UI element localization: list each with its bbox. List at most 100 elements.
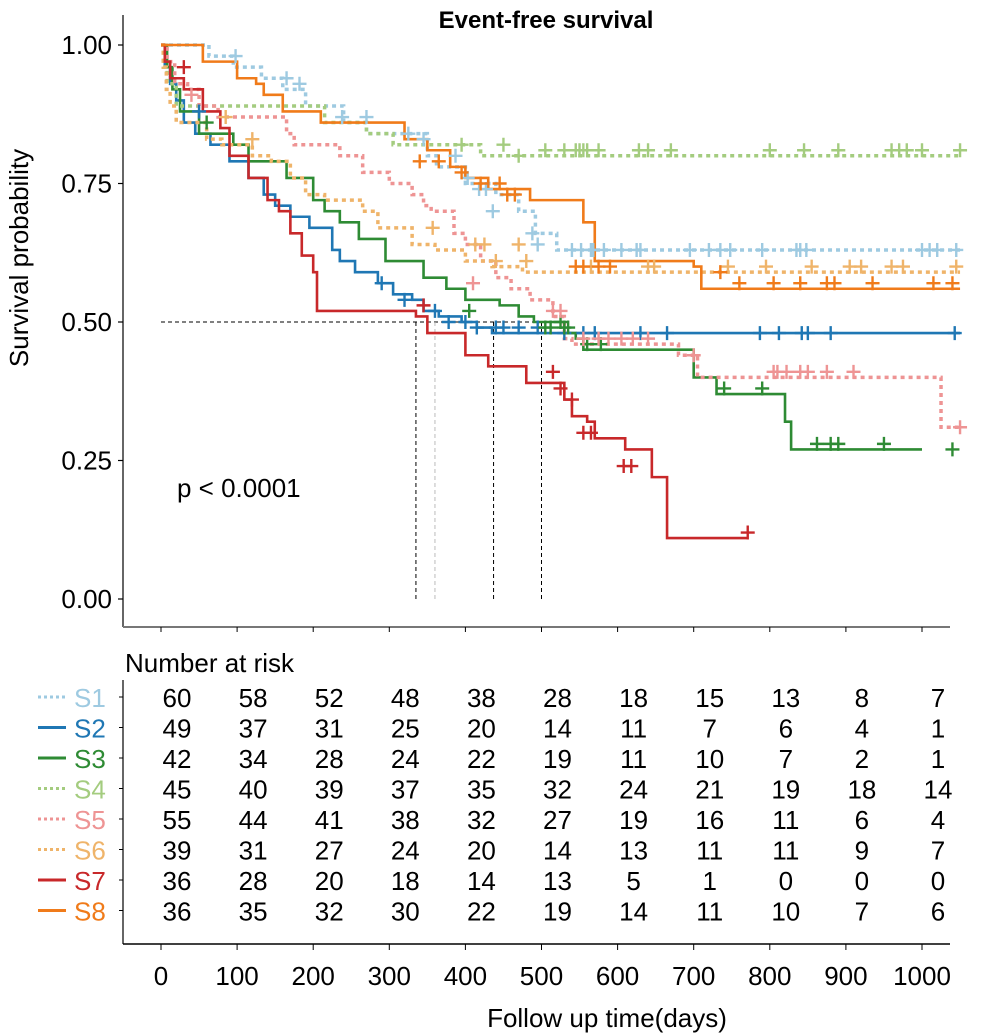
censor-mark-s4 [591,143,606,158]
risk-cell: 10 [771,897,800,927]
risk-cell: 35 [239,897,268,927]
risk-table-title: Number at risk [125,648,295,678]
risk-cell: 15 [695,683,724,713]
censor-mark-s1 [596,242,611,257]
censor-mark-s7 [624,459,639,474]
legend-label-s7: S7 [74,866,106,896]
censor-mark-s2 [496,320,511,335]
legend-label-s8: S8 [74,897,106,927]
risk-cell: 27 [543,805,572,835]
censor-mark-s8 [766,276,781,291]
risk-cell: 42 [163,744,192,774]
risk-cell: 0 [855,866,869,896]
risk-cell: 19 [771,775,800,805]
x-axis-title: Follow up time(days) [487,1003,727,1033]
censor-mark-s2 [660,326,675,341]
risk-cell: 13 [771,683,800,713]
x-tick-label: 200 [292,961,335,991]
x-tick-label: 500 [520,961,563,991]
x-tick-label: 900 [824,961,867,991]
censor-mark-s2 [947,326,962,341]
censor-mark-s8 [431,154,446,169]
risk-cell: 1 [931,744,945,774]
risk-cell: 2 [855,744,869,774]
risk-cell: 60 [163,683,192,713]
censor-mark-s3 [831,436,846,451]
censor-mark-s5 [846,364,861,379]
risk-cell: 18 [619,683,648,713]
risk-cell: 31 [239,836,268,866]
risk-cell: 13 [619,836,648,866]
censor-mark-s7 [740,525,755,540]
censor-mark-s4 [762,143,777,158]
censor-mark-s3 [876,436,891,451]
risk-cell: 34 [239,744,268,774]
censor-mark-s2 [374,276,389,291]
risk-cell: 25 [391,714,420,744]
censor-mark-s3 [199,115,214,130]
y-ticks: 0.00 0.25 0.50 0.75 1.00 [61,30,123,614]
censor-mark-s5 [601,331,616,346]
risk-cell: 45 [163,775,192,805]
censor-mark-s4 [538,143,553,158]
risk-cell: 8 [855,683,869,713]
x-tick-label: 700 [672,961,715,991]
median-lines [161,321,542,599]
censor-mark-s2 [511,320,526,335]
censor-mark-s1 [525,226,540,241]
x-tick-label: 100 [215,961,258,991]
censor-mark-s6 [519,254,534,269]
risk-cell: 11 [620,744,647,774]
censor-mark-s8 [945,276,960,291]
risk-cell: 14 [924,775,953,805]
risk-cell: 6 [931,897,945,927]
censor-mark-s4 [899,143,914,158]
censor-mark-s5 [553,303,568,318]
risk-cell: 18 [847,775,876,805]
y-tick-label: 0.25 [61,446,112,476]
censor-mark-s6 [218,110,233,125]
censor-mark-s1 [633,242,648,257]
y-tick-label: 0.50 [61,307,112,337]
x-ticks-main [160,627,923,632]
censor-mark-s1 [723,242,738,257]
risk-cell: 14 [467,866,496,896]
risk-cell: 58 [239,683,268,713]
legend-label-s1: S1 [74,683,106,713]
risk-cell: 27 [315,836,344,866]
censor-mark-s4 [641,143,656,158]
censor-mark-s6 [647,259,662,274]
censor-mark-s8 [926,276,941,291]
p-value-annotation: p < 0.0001 [177,473,301,503]
risk-cell: 49 [163,714,192,744]
risk-cell: 31 [315,714,344,744]
censor-mark-s4 [496,137,511,152]
curve-s6 [161,43,961,274]
x-tick-label: 600 [596,961,639,991]
censor-mark-s4 [831,143,846,158]
risk-cell: 11 [772,805,799,835]
censor-mark-s1 [416,132,431,147]
censor-mark-s8 [412,154,427,169]
censor-mark-s2 [397,292,412,307]
censor-mark-s6 [720,259,735,274]
censor-mark-s4 [915,143,929,158]
risk-cell: 48 [391,683,420,713]
censor-mark-s6 [245,132,260,147]
censor-mark-s1 [359,110,374,125]
censor-mark-s1 [335,110,350,125]
censor-mark-s1 [755,242,770,257]
risk-cell: 39 [315,775,344,805]
censor-mark-s8 [713,265,728,280]
censor-mark-s1 [614,242,629,257]
risk-cell: 19 [543,744,572,774]
risk-cell: 32 [467,805,496,835]
risk-cell: 44 [239,805,268,835]
censor-mark-s7 [583,425,598,440]
legend-label-s6: S6 [74,836,106,866]
risk-cell: 37 [239,714,268,744]
censor-mark-s4 [511,148,526,163]
survival-curves [161,43,961,540]
